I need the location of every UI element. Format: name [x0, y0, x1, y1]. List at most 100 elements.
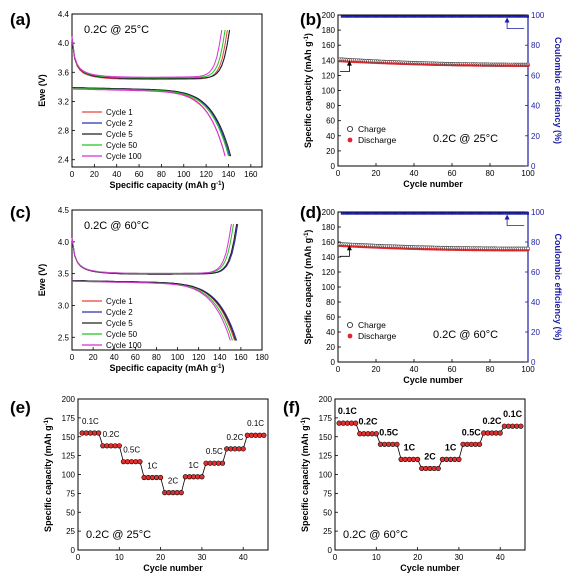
coulombic-point	[500, 15, 503, 18]
coulombic-point	[411, 15, 414, 18]
y-tick-label: 0	[328, 546, 333, 555]
coulombic-point	[496, 212, 499, 215]
coulombic-point	[354, 212, 357, 215]
discharge-curve-cycle-50	[71, 87, 229, 157]
x-axis-label-sup: -1	[216, 181, 222, 187]
coulombic-point	[479, 15, 482, 18]
coulombic-point	[435, 212, 438, 215]
coulombic-point	[411, 212, 414, 215]
coulombic-point	[428, 15, 431, 18]
coulombic-point	[428, 212, 431, 215]
coulombic-point	[483, 15, 486, 18]
coulombic-point	[344, 15, 347, 18]
y-tick-label: 60	[326, 117, 335, 126]
coulombic-point	[456, 212, 459, 215]
coulombic-point	[424, 212, 427, 215]
y-axis-label-end: )	[300, 417, 310, 420]
coulombic-point	[471, 212, 474, 215]
coulombic-point	[384, 15, 387, 18]
legend-label: Cycle 1	[106, 108, 133, 117]
coulombic-point	[437, 212, 440, 215]
coulombic-point	[466, 212, 469, 215]
y-tick-label: 75	[323, 489, 332, 498]
panel-label: (c)	[10, 203, 31, 222]
y-tick-label: 50	[323, 508, 332, 517]
charge-curve-cycle-5	[71, 223, 238, 275]
x-tick-label: 40	[112, 170, 121, 179]
panel-label: (e)	[10, 398, 31, 417]
coulombic-point	[464, 212, 467, 215]
coulombic-point	[462, 15, 465, 18]
x-tick-label: 0	[336, 365, 341, 374]
coulombic-point	[380, 15, 383, 18]
coulombic-point	[363, 212, 366, 215]
coulombic-point	[502, 15, 505, 18]
coulombic-point	[511, 212, 514, 215]
x-tick-label: 30	[197, 553, 206, 562]
x-axis-label: Specific capacity (mAh g-1)	[110, 363, 225, 373]
coulombic-point	[363, 15, 366, 18]
coulombic-point	[494, 212, 497, 215]
y-tick-label: 140	[322, 253, 336, 262]
coulombic-point	[492, 212, 495, 215]
coulombic-point	[422, 212, 425, 215]
y-tick-label: 140	[322, 56, 336, 65]
coulombic-point	[485, 212, 488, 215]
coulombic-point	[361, 15, 364, 18]
y2-tick-label: 60	[531, 71, 540, 80]
x-tick-label: 80	[152, 353, 161, 362]
y-tick-label: 100	[322, 283, 336, 292]
coulombic-point	[356, 212, 358, 215]
coulombic-point	[395, 15, 398, 18]
coulombic-point	[435, 15, 438, 18]
charge-curve-cycle-2	[71, 29, 231, 80]
x-tick-label: 120	[199, 170, 213, 179]
rate-point	[240, 446, 246, 452]
coulombic-point	[481, 15, 484, 18]
coulombic-point	[471, 15, 474, 18]
capacity-axis-arrow	[339, 63, 350, 72]
coulombic-point	[430, 15, 433, 18]
y-tick-label: 25	[323, 527, 332, 536]
panel-label: (b)	[300, 10, 322, 29]
coulombic-point	[473, 15, 476, 18]
y-axis-label-sup: -1	[44, 419, 50, 425]
coulombic-point	[342, 212, 345, 215]
coulombic-point	[373, 212, 376, 215]
coulombic-point	[487, 15, 490, 18]
coulombic-point	[513, 212, 516, 215]
coulombic-point	[369, 15, 372, 18]
x-tick-label: 0	[76, 553, 81, 562]
coulombic-point	[483, 212, 486, 215]
charge-curve-cycle-100	[71, 223, 232, 274]
legend: Cycle 1 Cycle 2 Cycle 5 Cycle 50 Cycle 100	[82, 108, 142, 161]
y-tick-label: 100	[62, 471, 76, 480]
coulombic-point	[424, 15, 427, 18]
y-tick-label: 25	[66, 527, 75, 536]
panel-c: (c) 0 20 40 60 80 100 120 140 160 180 2.5 3.0 3.5 4.0 4…	[10, 203, 269, 373]
rate-label: 0.2C	[103, 430, 120, 439]
capacity-series	[337, 242, 531, 252]
discharge-curve-cycle-5	[71, 280, 237, 341]
coulombic-point	[504, 212, 507, 215]
charge-curve-cycle-100	[71, 29, 223, 78]
coulombic-point	[414, 15, 417, 18]
x-tick-label: 20	[156, 553, 165, 562]
coulombic-point	[506, 212, 509, 215]
coulombic-point	[527, 212, 529, 215]
coulombic-point	[373, 15, 376, 18]
x-tick-label: 20	[90, 170, 99, 179]
legend: Cycle 1 Cycle 2 Cycle 5 Cycle 50 Cycle 100	[82, 297, 142, 350]
coulombic-point	[392, 15, 395, 18]
coulombic-point	[405, 212, 408, 215]
y-tick-label: 80	[326, 298, 335, 307]
legend-label: Cycle 1	[106, 297, 133, 306]
y-axis-label-end: )	[303, 33, 313, 36]
coulombic-point	[367, 15, 370, 18]
coulombic-point	[407, 15, 410, 18]
x-axis-label: Cycle number	[143, 563, 203, 573]
y-axis-label-sup: -1	[304, 35, 310, 41]
coulombic-point	[477, 15, 480, 18]
x-tick-label: 20	[372, 365, 381, 374]
